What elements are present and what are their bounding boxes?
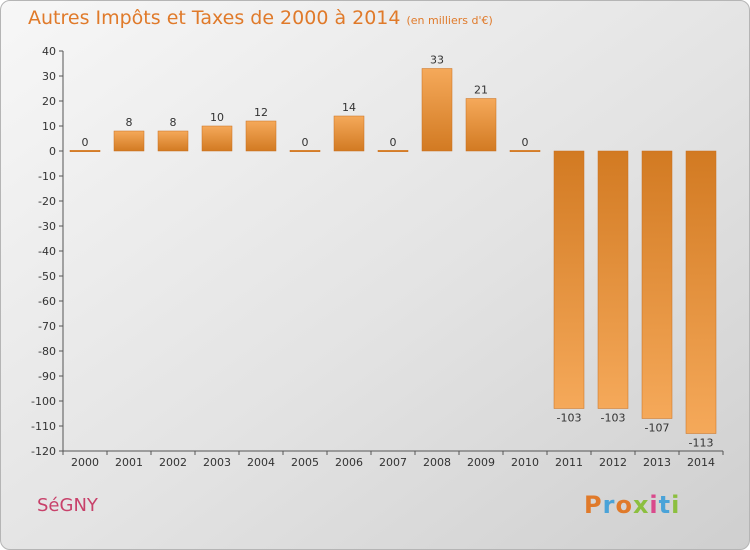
chart-axes: 403020100-10-20-30-40-50-60-70-80-90-100… (31, 45, 724, 469)
logo-letter: o (615, 491, 633, 519)
chart-title: Autres Impôts et Taxes de 2000 à 2014 (en… (28, 7, 493, 29)
bar-2001[interactable] (113, 130, 145, 152)
x-tick-label: 2001 (115, 456, 143, 469)
bar-2007[interactable] (377, 150, 409, 152)
data-label-2005: 0 (302, 136, 309, 149)
y-tick-label: -20 (38, 195, 56, 208)
y-tick-label: -120 (31, 445, 56, 458)
data-label-2006: 14 (342, 101, 356, 114)
x-tick-label: 2007 (379, 456, 407, 469)
data-label-2000: 0 (82, 136, 89, 149)
bar-2010[interactable] (509, 150, 541, 152)
y-tick-label: 10 (42, 120, 56, 133)
logo-letter: x (632, 491, 650, 519)
data-label-2009: 21 (474, 84, 488, 97)
chart-subtitle: (en milliers d'€) (406, 14, 493, 27)
data-label-2010: 0 (522, 136, 529, 149)
logo-letter: i (649, 491, 659, 519)
data-label-2014: -113 (689, 437, 714, 450)
logo-letter: P (584, 491, 603, 519)
chart-data-labels: 0 8 8 10 12 0 14 0 33 21 0 -103 -103 -107 -113 (82, 54, 714, 450)
x-tick-label: 2014 (687, 456, 715, 469)
y-tick-label: -70 (38, 320, 56, 333)
y-tick-label: 0 (49, 145, 56, 158)
proxiti-logo[interactable]: Proxiti (584, 491, 680, 519)
x-tick-label: 2012 (599, 456, 627, 469)
y-tick-label: -80 (38, 345, 56, 358)
x-tick-label: 2009 (467, 456, 495, 469)
y-tick-label: -100 (31, 395, 56, 408)
x-tick-label: 2005 (291, 456, 319, 469)
x-tick-label: 2008 (423, 456, 451, 469)
data-label-2013: -107 (645, 422, 670, 435)
bar-2009[interactable] (465, 98, 497, 152)
data-label-2002: 8 (170, 116, 177, 129)
x-tick-label: 2010 (511, 456, 539, 469)
data-label-2007: 0 (390, 136, 397, 149)
data-label-2012: -103 (601, 412, 626, 425)
logo-letter: t (658, 491, 672, 519)
bar-2005[interactable] (289, 150, 321, 152)
bar-2003[interactable] (201, 125, 233, 152)
y-tick-label: 30 (42, 70, 56, 83)
data-label-2011: -103 (557, 412, 582, 425)
y-tick-label: -60 (38, 295, 56, 308)
x-tick-label: 2004 (247, 456, 275, 469)
bar-2014[interactable] (685, 150, 717, 434)
y-tick-label: 20 (42, 95, 56, 108)
commune-name: SéGNY (37, 495, 98, 516)
bar-2011[interactable] (553, 150, 585, 409)
bar-2004[interactable] (245, 120, 277, 152)
bar-2000[interactable] (69, 150, 101, 152)
y-tick-label: -90 (38, 370, 56, 383)
x-tick-label: 2011 (555, 456, 583, 469)
bar-2008[interactable] (421, 68, 453, 152)
logo-letter: i (671, 491, 681, 519)
y-tick-label: -110 (31, 420, 56, 433)
data-label-2004: 12 (254, 106, 268, 119)
data-label-2008: 33 (430, 54, 444, 67)
y-tick-label: -40 (38, 245, 56, 258)
data-label-2001: 8 (126, 116, 133, 129)
y-tick-label: -10 (38, 170, 56, 183)
y-tick-label: 40 (42, 45, 56, 58)
logo-letter: r (602, 491, 616, 519)
x-tick-label: 2013 (643, 456, 671, 469)
data-label-2003: 10 (210, 111, 224, 124)
bar-2006[interactable] (333, 115, 365, 152)
y-tick-label: -50 (38, 270, 56, 283)
bar-2012[interactable] (597, 150, 629, 409)
chart-title-text: Autres Impôts et Taxes de 2000 à 2014 (28, 7, 401, 29)
x-tick-label: 2003 (203, 456, 231, 469)
chart-bars (69, 68, 717, 434)
x-tick-label: 2000 (71, 456, 99, 469)
bar-2002[interactable] (157, 130, 189, 152)
x-tick-label: 2002 (159, 456, 187, 469)
bar-2013[interactable] (641, 150, 673, 419)
x-tick-label: 2006 (335, 456, 363, 469)
y-tick-label: -30 (38, 220, 56, 233)
